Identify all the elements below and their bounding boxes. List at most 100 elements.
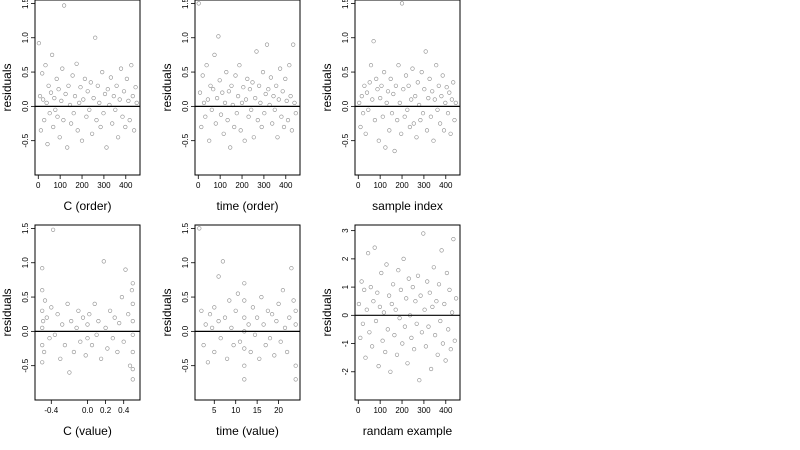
y-tick-label: 1.0 — [181, 32, 190, 44]
y-axis-label: residuals — [320, 63, 334, 111]
data-point — [378, 95, 383, 101]
data-point — [448, 347, 453, 352]
data-point — [212, 349, 217, 355]
data-point — [199, 124, 204, 130]
data-point — [452, 338, 457, 343]
data-point — [280, 89, 285, 94]
data-point — [53, 107, 58, 112]
data-point — [249, 107, 254, 112]
data-point — [283, 76, 288, 81]
y-axis-label: residuals — [0, 288, 14, 336]
data-point — [440, 73, 445, 78]
data-point — [82, 76, 87, 81]
data-point — [233, 73, 238, 78]
data-point — [391, 282, 396, 287]
data-point — [121, 339, 126, 344]
data-point — [77, 100, 82, 105]
data-point — [436, 83, 441, 88]
data-point — [262, 111, 267, 116]
data-point — [398, 287, 404, 293]
data-point — [276, 97, 281, 102]
x-tick-label: 200 — [395, 181, 409, 190]
data-point — [293, 363, 298, 368]
data-point — [428, 114, 434, 119]
data-point — [246, 114, 251, 119]
data-point — [210, 325, 215, 331]
y-tick-label: -0.5 — [181, 358, 190, 372]
data-point — [263, 343, 268, 348]
data-point — [197, 226, 202, 231]
data-point — [439, 93, 444, 99]
data-point — [113, 107, 118, 112]
data-point — [114, 83, 119, 88]
data-point — [258, 100, 263, 105]
data-point — [400, 341, 405, 346]
data-point — [63, 91, 68, 97]
x-tick-label: 15 — [253, 406, 262, 415]
data-point — [242, 346, 247, 351]
data-point — [79, 138, 85, 143]
data-point — [203, 114, 208, 119]
data-point — [282, 325, 288, 331]
data-point — [451, 237, 456, 242]
x-axis-label: randam example — [363, 424, 453, 438]
data-point — [280, 288, 286, 293]
data-point — [69, 319, 74, 324]
data-point — [71, 111, 76, 116]
y-tick-label: 1.0 — [181, 257, 190, 269]
data-point — [196, 1, 201, 6]
data-point — [423, 49, 428, 54]
data-point — [207, 312, 213, 317]
data-point — [359, 93, 364, 99]
data-point — [444, 85, 449, 90]
data-point — [47, 111, 52, 116]
data-point — [395, 117, 400, 123]
data-point — [402, 114, 407, 119]
data-point — [65, 145, 70, 150]
data-point — [241, 85, 246, 90]
data-point — [111, 93, 116, 99]
data-point — [250, 80, 255, 85]
data-point — [67, 370, 72, 375]
data-point — [242, 315, 247, 320]
data-point — [401, 87, 406, 92]
data-point — [364, 307, 369, 312]
data-point — [293, 377, 298, 382]
data-point — [130, 93, 135, 99]
data-point — [284, 98, 289, 103]
data-point — [212, 305, 217, 310]
y-tick-label: 0.0 — [21, 100, 30, 112]
y-tick-label: 1.5 — [181, 222, 190, 234]
data-point — [257, 83, 262, 88]
data-point — [421, 231, 426, 236]
data-point — [238, 128, 243, 133]
data-point — [52, 332, 58, 337]
data-point — [363, 355, 368, 360]
data-point — [361, 111, 366, 116]
data-point — [414, 321, 419, 326]
x-axis-label: time (value) — [216, 424, 279, 438]
data-point — [218, 112, 224, 117]
data-point — [392, 333, 397, 338]
data-point — [385, 89, 391, 94]
data-point — [368, 285, 373, 290]
data-point — [443, 100, 448, 105]
y-tick-label: 0.5 — [181, 66, 190, 78]
data-point — [274, 83, 279, 88]
data-point — [217, 78, 222, 83]
data-point — [366, 107, 371, 112]
data-point — [216, 274, 221, 279]
data-point — [414, 135, 419, 140]
data-point — [56, 87, 61, 92]
data-point — [287, 315, 292, 320]
data-point — [57, 135, 62, 140]
data-point — [201, 100, 207, 105]
data-point — [451, 80, 456, 85]
data-point — [413, 93, 418, 99]
data-point — [40, 266, 45, 271]
data-point — [232, 124, 237, 130]
data-point — [209, 107, 214, 112]
data-point — [279, 114, 284, 119]
data-point — [60, 322, 65, 327]
data-point — [417, 378, 422, 383]
